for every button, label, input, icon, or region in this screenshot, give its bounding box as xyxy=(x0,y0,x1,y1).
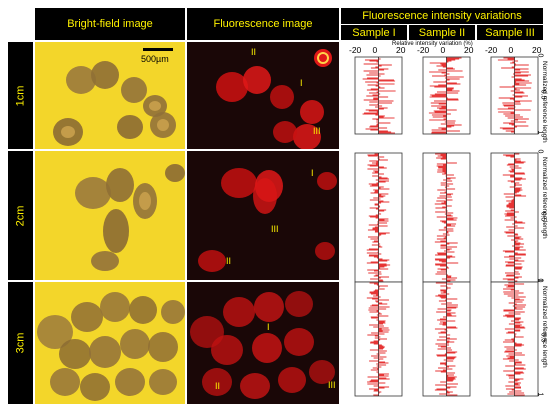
annotation-row2-a: I xyxy=(311,168,314,178)
side-tick-label: 0 xyxy=(536,149,544,154)
side-axis-label: Normalized reference length xyxy=(541,157,548,239)
sample-header-1: Sample I xyxy=(341,25,407,40)
top-tick-label: 20 xyxy=(532,45,542,55)
annotation-row1-a: II xyxy=(251,47,257,57)
profiles-svg xyxy=(354,56,539,397)
top-tick-label: 0 xyxy=(508,45,514,55)
bright-field-image-3cm xyxy=(35,282,185,404)
top-tick-label: -20 xyxy=(417,45,430,55)
side-tick-label: 0 xyxy=(536,53,544,58)
intensity-header-text: Fluorescence intensity variations xyxy=(362,10,522,22)
top-axis-label: Relative intensity variation (%) xyxy=(392,41,473,47)
top-tick-label: 20 xyxy=(464,45,474,55)
top-tick-label: -20 xyxy=(485,45,498,55)
bright-field-header: Bright-field image xyxy=(35,8,185,40)
row-label-3cm: 3cm xyxy=(8,282,33,404)
annotation-row1-b: I xyxy=(300,78,303,88)
annotation-row3-c: III xyxy=(328,380,336,390)
annotation-row1-c: III xyxy=(313,126,321,136)
annotation-row2-b: III xyxy=(271,224,279,234)
fluorescence-image-2cm: I III II xyxy=(187,151,339,280)
fluorescence-header: Fluorescence image xyxy=(187,8,339,40)
fluorescent-particles-drawing xyxy=(216,49,332,149)
side-axis-label: Normalized reference length xyxy=(541,61,548,143)
row-label-2cm: 2cm xyxy=(8,151,33,280)
row-label-text: 3cm xyxy=(14,332,27,354)
fluorescence-image-1cm: II I III xyxy=(187,42,339,149)
row-label-1cm: 1cm xyxy=(8,42,33,149)
side-tick-label: 1 xyxy=(536,392,544,397)
intensity-header: Fluorescence intensity variations xyxy=(341,8,543,24)
top-tick-label: 20 xyxy=(396,45,406,55)
fluorescence-image-3cm: I II III xyxy=(187,282,339,404)
bright-field-image-2cm xyxy=(35,151,185,280)
fluorescent-particles-drawing xyxy=(190,291,335,399)
particles-drawing xyxy=(37,292,185,401)
particles-drawing xyxy=(75,164,185,271)
side-tick-label: 0 xyxy=(536,278,544,283)
annotation-row3-a: I xyxy=(267,322,270,332)
fluorescent-particles-drawing xyxy=(198,168,337,272)
sample-header-3: Sample III xyxy=(477,25,543,40)
particles-drawing xyxy=(53,61,176,146)
annotation-row3-b: II xyxy=(215,381,221,391)
bright-field-image-1cm: 500µm xyxy=(35,42,185,149)
row-label-text: 1cm xyxy=(14,85,27,106)
side-axis-label: Normalized reference length xyxy=(541,286,548,368)
top-tick-label: 0 xyxy=(440,45,446,55)
row-label-text: 2cm xyxy=(14,205,27,226)
scale-bar xyxy=(143,48,173,51)
scale-bar-label: 500µm xyxy=(141,54,169,64)
sample-header-2: Sample II xyxy=(409,25,475,40)
annotation-row2-c: II xyxy=(226,256,232,266)
top-tick-label: -20 xyxy=(349,45,362,55)
top-tick-label: 0 xyxy=(372,45,378,55)
intensity-plots xyxy=(341,42,543,404)
